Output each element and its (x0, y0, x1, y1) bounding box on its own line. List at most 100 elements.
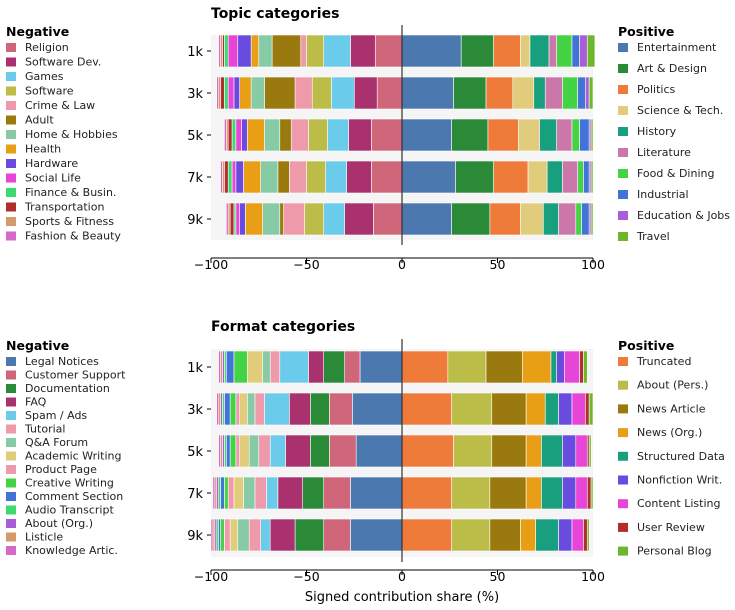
bar-positive-1-5 (544, 76, 563, 110)
bar-negative-3-6 (243, 476, 256, 510)
bar-positive-1-7 (577, 76, 586, 110)
y-tick-label: 3k (187, 87, 203, 102)
legend-label: Art & Design (637, 62, 707, 75)
legend-label: News Article (637, 402, 706, 415)
bar-negative-3-2 (302, 476, 324, 510)
bar-negative-3-7 (233, 476, 244, 510)
legend-swatch (618, 148, 628, 157)
bar-positive-4-1 (451, 202, 491, 236)
x-tick-label: −100 (194, 569, 228, 584)
y-tick-label: 3k (187, 403, 203, 418)
bar-positive-1-8 (588, 392, 594, 426)
bar-negative-0-9 (227, 34, 239, 68)
legend-swatch (618, 428, 628, 438)
bar-positive-2-3 (525, 434, 542, 468)
legend-swatch (6, 115, 16, 125)
legend-swatch (6, 505, 16, 515)
bar-positive-3-1 (451, 476, 491, 510)
legend-label: Health (25, 143, 61, 156)
bar-negative-1-14 (216, 392, 219, 426)
bar-negative-1-4 (294, 76, 313, 110)
bar-negative-4-9 (220, 518, 225, 552)
bar-negative-4-2 (323, 202, 346, 236)
bar-positive-0-7 (579, 350, 584, 384)
bar-negative-4-2 (294, 518, 324, 552)
bar-negative-4-14 (210, 518, 214, 552)
bar-positive-2-2 (487, 118, 519, 152)
bar-negative-2-10 (225, 434, 231, 468)
bar-negative-3-10 (220, 476, 225, 510)
bar-positive-0-0 (401, 34, 462, 68)
bar-positive-2-4 (541, 434, 563, 468)
legend-swatch (6, 173, 16, 183)
bar-positive-0-3 (522, 350, 552, 384)
bar-negative-4-7 (245, 202, 263, 236)
bar-positive-2-0 (401, 118, 452, 152)
bar-positive-0-1 (447, 350, 487, 384)
legend-swatch (618, 357, 628, 366)
legend-swatch (618, 64, 628, 73)
bar-negative-2-8 (241, 118, 248, 152)
legend-title-positive: Positive (618, 338, 674, 353)
bar-positive-4-1 (451, 518, 491, 552)
legend-title-negative: Negative (6, 24, 69, 39)
bar-positive-0-1 (460, 34, 494, 68)
legend-label: Product Page (25, 463, 97, 476)
bar-negative-0-3 (308, 350, 324, 384)
bar-positive-4-0 (401, 518, 452, 552)
bar-positive-2-6 (571, 118, 580, 152)
bar-negative-2-9 (229, 434, 237, 468)
bar-negative-2-6 (264, 118, 281, 152)
legend-label: Truncated (636, 355, 691, 368)
legend-swatch (6, 72, 16, 81)
legend-label: About (Org.) (25, 517, 93, 530)
bar-negative-4-8 (239, 202, 246, 236)
legend-swatch (618, 85, 628, 94)
bar-negative-0-10 (225, 350, 235, 384)
legend-label: Literature (637, 146, 691, 159)
legend-swatch (6, 43, 16, 52)
legend-swatch (618, 43, 628, 52)
bar-negative-3-6 (260, 160, 279, 194)
legend-label: Knowledge Artic. (25, 544, 118, 557)
bar-positive-2-0 (401, 434, 454, 468)
bar-negative-1-8 (235, 392, 240, 426)
legend-swatch (6, 231, 16, 241)
legend-label: Hardware (25, 157, 78, 170)
x-tick-label: −50 (293, 257, 319, 272)
bar-negative-3-2 (325, 160, 347, 194)
bar-positive-1-1 (451, 392, 493, 426)
bar-negative-3-0 (350, 476, 403, 510)
bar-negative-0-2 (323, 34, 351, 68)
legend-label: News (Org.) (637, 426, 702, 439)
bar-negative-1-11 (220, 76, 225, 110)
legend-swatch (6, 57, 16, 67)
bar-negative-1-8 (233, 76, 240, 110)
bar-positive-4-9 (590, 202, 594, 236)
bar-positive-3-4 (541, 476, 563, 510)
bar-negative-2-10 (231, 118, 237, 152)
bar-positive-3-2 (489, 476, 527, 510)
bar-negative-3-5 (254, 476, 267, 510)
legend-swatch (6, 217, 16, 226)
legend-label: About (Pers.) (637, 379, 708, 392)
legend-label: Software (25, 85, 74, 98)
legend-swatch (618, 451, 628, 461)
legend-label: Politics (637, 83, 676, 96)
legend-swatch (6, 144, 16, 154)
x-axis-label: Signed contribution share (%) (305, 590, 499, 605)
bar-positive-0-3 (520, 34, 531, 68)
bar-negative-0-0 (374, 34, 403, 68)
bar-negative-4-5 (248, 518, 261, 552)
legend-swatch (6, 86, 16, 96)
bar-positive-1-8 (585, 76, 590, 110)
legend-label: Crime & Law (25, 99, 95, 112)
bar-positive-0-7 (571, 34, 580, 68)
bar-negative-2-2 (327, 118, 349, 152)
bar-positive-3-0 (401, 160, 456, 194)
legend-swatch (6, 370, 16, 380)
bar-negative-3-5 (277, 160, 290, 194)
bar-positive-1-2 (485, 76, 514, 110)
bar-positive-2-2 (491, 434, 527, 468)
bar-negative-1-9 (229, 392, 237, 426)
